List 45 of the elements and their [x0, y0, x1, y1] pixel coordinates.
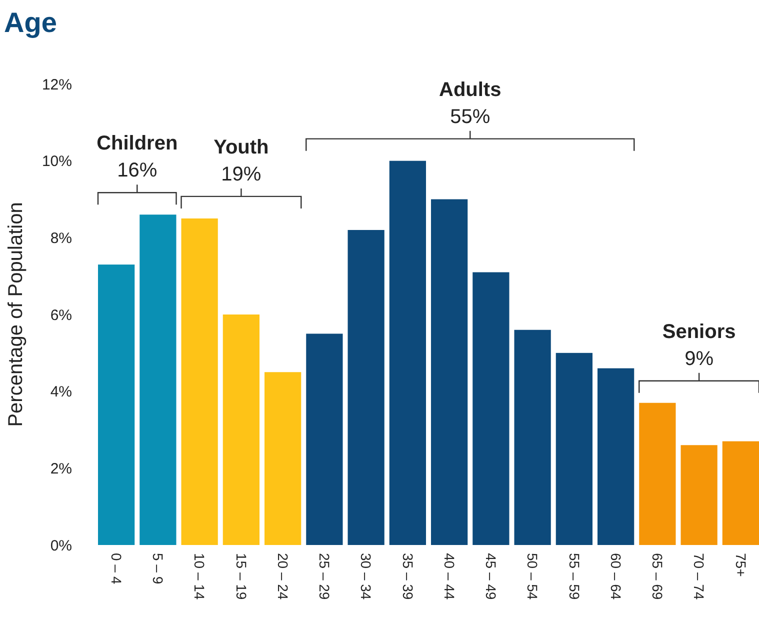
annotation: Adults 55% — [439, 78, 502, 128]
y-tick-label: 12% — [42, 76, 72, 94]
bar — [680, 445, 718, 545]
bar — [514, 330, 551, 545]
annotation: Seniors 9% — [662, 320, 736, 370]
x-tick-label: 35 – 39 — [400, 553, 416, 600]
annotation: Youth 19% — [214, 136, 269, 186]
x-tick-label: 20 – 24 — [274, 553, 291, 600]
bar — [306, 334, 343, 545]
x-tick-label: 5 – 9 — [150, 553, 166, 584]
bar — [430, 199, 468, 545]
bar — [722, 441, 759, 545]
bar — [181, 218, 218, 545]
x-tick-label: 25 – 29 — [316, 553, 333, 600]
x-tick-label: 55 – 59 — [566, 553, 582, 600]
bar — [639, 402, 676, 545]
x-tick-label: 65 – 69 — [650, 553, 666, 600]
y-tick-label: 0% — [50, 537, 72, 554]
x-tick-label: 50 – 54 — [524, 553, 541, 600]
x-tick-label: 70 – 74 — [691, 553, 708, 600]
y-tick-label: 8% — [50, 230, 72, 247]
x-tick-label: 10 – 14 — [192, 553, 208, 600]
bar — [472, 272, 510, 545]
annotation: Children 16% — [96, 132, 178, 182]
bar — [389, 160, 426, 545]
x-tick-label: 30 – 34 — [358, 553, 374, 600]
bar — [597, 368, 634, 545]
y-tick-label: 2% — [50, 460, 72, 478]
x-tick-label: 15 – 19 — [233, 553, 250, 600]
x-tick-label: 60 – 64 — [608, 553, 624, 600]
bar — [222, 314, 260, 545]
bar — [264, 372, 302, 545]
x-tick-label: 0 – 4 — [108, 553, 124, 584]
y-tick-label: 4% — [50, 384, 72, 401]
bar — [556, 352, 592, 545]
bar — [348, 230, 384, 545]
y-tick-label: 6% — [50, 306, 72, 324]
x-tick-label: 45 – 49 — [483, 553, 500, 600]
x-tick-label: 75+ — [732, 553, 749, 577]
y-tick-label: 10% — [42, 153, 72, 170]
y-axis-title: Percentage of Population — [5, 202, 27, 427]
x-tick-label: 40 – 44 — [441, 553, 458, 600]
bar — [98, 264, 135, 545]
bar — [140, 214, 176, 545]
chart-title: Age — [4, 7, 57, 38]
